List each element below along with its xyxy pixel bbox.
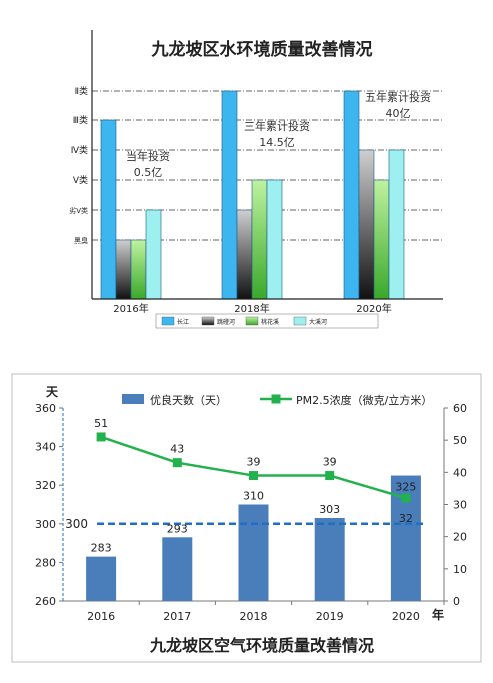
bar-2019 [314,518,345,601]
bar-桃花溪 [130,239,147,300]
left-tick-label: 260 [35,595,56,608]
air-chart-data-labels: 283 293 310 303 325 51 43 39 39 32 [91,417,417,555]
bar-2016 [86,556,117,601]
bar-跳磴河 [236,209,253,300]
air-chart-reference-line: 300 [65,517,425,531]
legend-swatch [245,316,259,326]
pm25-marker [249,471,258,481]
bar-2018 [238,504,269,601]
water-chart-y-labels: 黑臭 劣Ⅴ类 Ⅴ类 Ⅳ类 Ⅲ类 Ⅱ类 [69,85,88,245]
pm25-marker [401,493,411,503]
right-tick-label: 60 [453,402,467,415]
bar-2017 [162,537,193,601]
bar-大溪河 [145,209,162,300]
left-tick-label: 280 [35,556,56,569]
bar-长江 [343,90,360,300]
water-chart-x-labels: 2016年 2018年 2020年 [113,302,391,315]
y-left-unit-label: 天 [46,385,59,399]
legend-line-label: PM2.5浓度（微克/立方米） [296,393,432,407]
y-tick-label: Ⅴ类 [73,174,88,186]
pm25-value-label: 51 [94,417,108,430]
legend-bar-label: 优良天数（天） [150,393,227,407]
bar-长江 [100,119,117,300]
right-tick-label: 10 [453,563,467,576]
x-tick-label: 2016 [87,610,115,623]
water-chart-axes [91,30,443,300]
bar-value-label: 283 [91,542,112,555]
y-tick-label: 劣Ⅴ类 [69,206,88,215]
left-tick-label: 320 [35,479,56,492]
legend-swatch [161,316,175,326]
legend-swatch [201,316,215,326]
right-tick-label: 0 [453,595,460,608]
pm25-marker [325,471,335,481]
legend-line-marker [271,394,281,404]
bar-value-label: 325 [395,481,416,494]
pm25-value-label: 39 [323,456,337,469]
pm25-value-label: 43 [170,443,184,456]
pm25-marker [96,432,106,442]
bar-value-label: 303 [319,503,340,516]
y-tick-label: Ⅱ类 [75,85,88,97]
investment-annotation: 40亿 [386,107,411,120]
pm25-value-label: 39 [247,456,261,469]
water-chart-title: 九龙坡区水环境质量改善情况 [151,39,373,60]
x-tick-label: 2018 [240,610,268,623]
x-tick-label: 2020 [392,610,420,623]
left-tick-label: 300 [35,518,56,531]
right-tick-label: 50 [453,434,467,447]
bar-长江 [221,90,238,300]
investment-annotation: 当年投资 [126,149,170,163]
y-tick-label: Ⅲ类 [73,114,88,126]
investment-annotation: 14.5亿 [259,136,295,149]
bar-跳磴河 [115,239,132,300]
investment-annotation: 三年累计投资 [244,119,310,133]
left-tick-label: 340 [35,441,56,454]
pm25-marker [172,458,182,468]
legend-label: 大溪河 [309,318,327,326]
bar-value-label: 310 [243,490,264,503]
y-tick-label: 黑臭 [74,236,88,245]
bar-大溪河 [266,179,283,300]
reference-label: 300 [65,517,88,531]
x-unit-label: 年 [432,607,444,622]
right-tick-label: 20 [453,531,467,544]
bar-value-label: 293 [167,522,188,535]
investment-annotation: 0.5亿 [134,166,163,179]
air-quality-chart: 优良天数（天） PM2.5浓度（微克/立方米） 26028030032034036… [11,373,482,663]
bar-桃花溪 [373,179,390,300]
air-chart-legend: 优良天数（天） PM2.5浓度（微克/立方米） [122,393,432,407]
left-tick-label: 360 [35,402,56,415]
pm25-value-label: 32 [399,512,413,525]
legend-bar-swatch [122,394,144,404]
bar-大溪河 [388,149,405,300]
air-chart-pm25-line [96,432,411,503]
x-tick-label: 2017 [163,610,191,623]
water-chart-legend: 长江 跳磴河 桃花溪 大溪河 [155,313,379,329]
air-chart-axes: 260 280 300 320 340 360 0 10 20 30 40 50 60 2016 2017 2… [35,385,467,623]
legend-label: 桃花溪 [261,318,279,326]
x-tick-label: 2019 [316,610,344,623]
x-tick-label: 2018年 [234,302,269,315]
legend-label: 长江 [177,318,189,326]
bar-跳磴河 [358,149,375,300]
legend-swatch [293,316,307,326]
right-tick-label: 30 [453,499,467,512]
right-tick-label: 40 [453,466,467,479]
bar-桃花溪 [251,179,268,300]
x-tick-label: 2020年 [356,302,391,315]
water-chart-annotations: 当年投资 0.5亿 三年累计投资 14.5亿 五年累计投资 40亿 [126,90,431,179]
legend-label: 跳磴河 [217,318,235,326]
investment-annotation: 五年累计投资 [365,90,431,104]
y-tick-label: Ⅳ类 [71,144,88,156]
x-tick-label: 2016年 [113,302,148,315]
air-chart-title: 九龙坡区空气环境质量改善情况 [149,636,374,655]
